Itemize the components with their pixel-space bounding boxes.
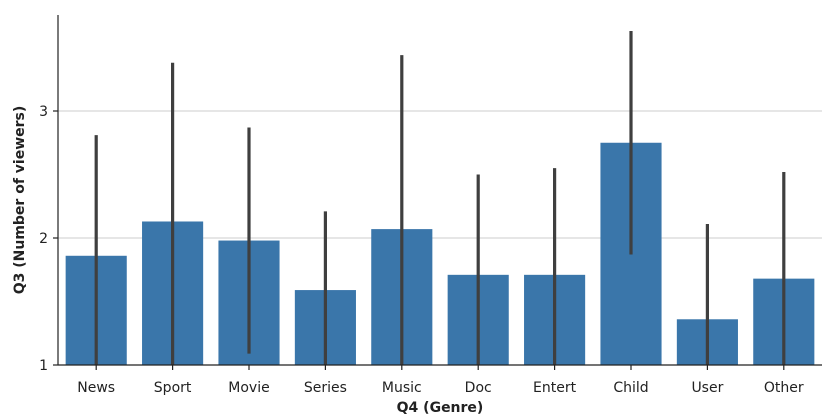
x-tick-label: Series [304,380,347,396]
y-tick-label: 1 [39,358,48,374]
x-tick-label: Movie [228,380,269,396]
x-tick-label: Entert [533,380,577,396]
y-tick-label: 2 [39,231,48,247]
x-tick-label: Music [382,380,422,396]
x-tick-label: News [77,380,115,396]
x-axis-title: Q4 (Genre) [397,400,484,415]
error-bars [94,30,786,365]
x-tick-label: Sport [154,380,192,396]
x-tick-label: Doc [465,380,492,396]
x-tick-label: User [691,380,723,396]
y-tick-label: 3 [39,104,48,120]
bars [65,142,815,365]
x-ticks: News Sport Movie Series Music Doc Entert Child U… [77,365,804,396]
y-axis-title: Q3 (Number of viewers) [12,106,28,295]
x-tick-label: Child [613,380,648,396]
x-tick-label: Other [764,380,804,396]
y-ticks: 1 2 3 [39,104,58,374]
